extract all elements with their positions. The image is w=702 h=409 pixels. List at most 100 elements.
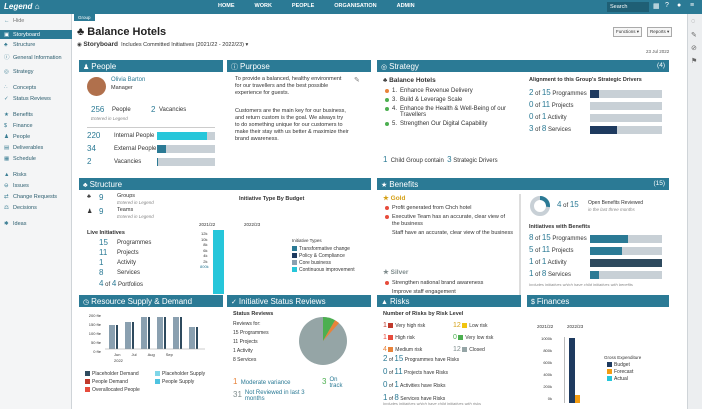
structure-panel-header[interactable]: ♣ Structure <box>79 178 371 190</box>
resource-panel-header[interactable]: ◷ Resource Supply & Demand <box>79 295 223 307</box>
sidebar-item-decisions[interactable]: ⚖ Decisions <box>0 203 72 212</box>
people-panel-header[interactable]: ♟ People <box>79 60 223 72</box>
user-icon[interactable]: ● <box>677 2 682 9</box>
alignment-row[interactable]: 0 of 11 Projects <box>529 100 573 109</box>
home-icon[interactable]: ⌂ <box>34 2 40 11</box>
status-panel-header[interactable]: ✓ Initiative Status Reviews <box>227 295 371 307</box>
risk-initiative-row[interactable]: 2 of 15 Programmes have Risks <box>383 353 459 366</box>
status-row-moderate[interactable]: 1 Moderate variance <box>233 377 291 386</box>
risk-swatch <box>388 335 394 341</box>
alignment-row[interactable]: 0 of 1 Activity <box>529 112 567 121</box>
nav-people[interactable]: PEOPLE <box>291 3 315 9</box>
benefits-bar <box>590 259 662 267</box>
benefit-item[interactable]: Staff have an accurate, clear view of th… <box>385 230 513 237</box>
risk-initiative-row[interactable]: 1 of 8 Services have Risks <box>383 392 459 405</box>
strategy-driver[interactable]: 4. Enhance the Health & Well-Being of our… <box>385 106 525 118</box>
aligned-count: 0 <box>529 100 534 109</box>
chevron-down-icon[interactable]: ▾ <box>245 42 249 48</box>
legend-item: People Demand <box>85 378 140 386</box>
sidebar-item-status-reviews[interactable]: ✓ Status Reviews <box>0 94 72 103</box>
benefits-panel-header[interactable]: ★ Benefits (15) <box>377 178 669 190</box>
sidebar-item-deliverables[interactable]: ▤ Deliverables <box>0 143 72 152</box>
grid-icon[interactable]: ▦ <box>653 3 660 10</box>
risk-initiative-row[interactable]: 0 of 1 Activities have Risks <box>383 379 459 392</box>
benefit-item[interactable]: Executive Team has an accurate, clear vi… <box>385 214 513 228</box>
risks-panel-header[interactable]: ▲ Risks <box>377 295 521 307</box>
alignment-row[interactable]: 2 of 15 Programmes <box>529 88 587 97</box>
legend-swatch <box>85 371 90 377</box>
sidebar-item-people[interactable]: ♟ People <box>0 132 72 141</box>
sidebar-item-general-information[interactable]: ⓘ General Information <box>0 51 72 61</box>
sidebar-item-risks[interactable]: ▲ Risks <box>0 170 72 179</box>
alignment-row[interactable]: 3 of 8 Services <box>529 124 571 133</box>
change-icon: ⇄ <box>4 193 9 200</box>
nav-organisation[interactable]: ORGANISATION <box>334 3 377 9</box>
risk-level-item[interactable]: 1 Very high risk <box>383 320 425 332</box>
sidebar-item-issues[interactable]: ⊖ Issues <box>0 181 72 190</box>
benefit-item[interactable]: Profit generated from Chch hotel <box>385 205 513 212</box>
strategy-driver[interactable]: 5. Strengthen Our Digital Capability <box>385 121 525 127</box>
sidebar-item-schedule[interactable]: ▦ Schedule <box>0 154 72 163</box>
panel-title: Initiative Status Reviews <box>238 296 326 306</box>
sidebar-item-change-requests[interactable]: ⇄ Change Requests <box>0 192 72 201</box>
strategy-driver[interactable]: 3. Build & Leverage Scale <box>385 97 525 103</box>
risk-initiative-row[interactable]: 0 of 11 Projects have Risks <box>383 366 459 379</box>
benefits-row[interactable]: 1 of 8 Services <box>529 269 571 278</box>
benefits-row[interactable]: 8 of 15 Programmes <box>529 233 587 242</box>
bar-fill <box>590 271 600 279</box>
legend-logo[interactable]: Legend ⌂ <box>4 2 40 11</box>
status-pie-chart[interactable] <box>297 315 349 367</box>
child-label: Child Group contain <box>390 158 444 164</box>
forecast-bar[interactable] <box>575 395 580 403</box>
benefits-reviewed[interactable]: 4 of 15 <box>557 200 579 209</box>
attachment-icon[interactable]: ⊘ <box>691 45 697 52</box>
sidebar-item-storyboard[interactable]: ▣ Storyboard <box>0 30 72 39</box>
initiative-types-legend: Transformative change Policy & Complianc… <box>292 246 355 274</box>
sidebar-item-ideas[interactable]: ✱ Ideas <box>0 219 72 228</box>
sidebar-item-finance[interactable]: $ Finance <box>0 121 72 130</box>
benefit-item[interactable]: Improve staff engagement <box>385 288 483 297</box>
purpose-panel-header[interactable]: ⓘ Purpose <box>227 60 371 72</box>
risk-level-item[interactable]: 12 Low risk <box>453 320 493 332</box>
risk-level-item[interactable]: 0 Very low risk <box>453 332 493 344</box>
functions-button[interactable]: Functions ▾ <box>613 27 643 37</box>
benefits-row[interactable]: 1 of 1 Activity <box>529 257 567 266</box>
status-row-notreviewed[interactable]: 31 Not Reviewed in last 3 months <box>233 390 315 402</box>
risk-level-item[interactable]: 1 High risk <box>383 332 425 344</box>
finances-panel-header[interactable]: $ Finances <box>527 295 669 307</box>
nav-home[interactable]: HOME <box>218 3 235 9</box>
sidebar-item-benefits[interactable]: ★ Benefits <box>0 110 72 119</box>
menu-icon[interactable]: ≡ <box>690 2 695 9</box>
benefits-row[interactable]: 5 of 11 Projects <box>529 245 573 254</box>
fin-year-1: 2021/22 <box>537 324 554 329</box>
benefit-item[interactable]: Strengthen national brand awareness <box>385 279 483 288</box>
flag-icon[interactable]: ⚑ <box>691 58 698 65</box>
portfolios-row[interactable]: 4 of 4 Portfolios <box>99 279 143 288</box>
nav-work[interactable]: WORK <box>254 3 272 9</box>
risk-level-item[interactable]: 4 Medium risk <box>383 344 425 356</box>
help-icon[interactable]: ? <box>665 2 669 9</box>
edit-icon[interactable]: ✎ <box>354 77 360 84</box>
filter-select[interactable]: Includes Committed Initiatives (2021/22 … <box>121 42 244 48</box>
chat-icon[interactable]: ◌ <box>691 18 696 25</box>
nav-admin[interactable]: ADMIN <box>396 3 415 9</box>
people-label: People <box>112 107 131 113</box>
manager-name[interactable]: Olivia Barton <box>111 77 146 83</box>
sidebar-item-structure[interactable]: ♣ Structure <box>0 40 72 49</box>
sidebar-item-strategy[interactable]: ◎ Strategy <box>0 67 72 76</box>
risk-level-item[interactable]: 12 Closed <box>453 344 493 356</box>
resource-year: 2022 <box>114 358 123 363</box>
search-input[interactable]: Search <box>607 2 649 12</box>
page-title-text: Balance Hotels <box>87 26 167 38</box>
sidebar-item-concepts[interactable]: ∴ Concepts <box>0 83 72 92</box>
reports-button[interactable]: Reports ▾ <box>647 27 673 37</box>
of-label: of <box>388 370 394 376</box>
strategy-driver[interactable]: 1. Enhance Revenue Delivery <box>385 88 525 94</box>
edit-icon[interactable]: ✎ <box>691 32 697 39</box>
budget-bar[interactable] <box>213 230 224 294</box>
sidebar-hide[interactable]: ← Hide <box>0 16 72 25</box>
status-row-ontrack[interactable]: 3 On track <box>322 377 349 389</box>
budget-bar[interactable] <box>569 338 575 403</box>
scrollbar[interactable] <box>519 194 521 296</box>
strategy-panel-header[interactable]: ◎ Strategy (4) <box>377 60 669 72</box>
